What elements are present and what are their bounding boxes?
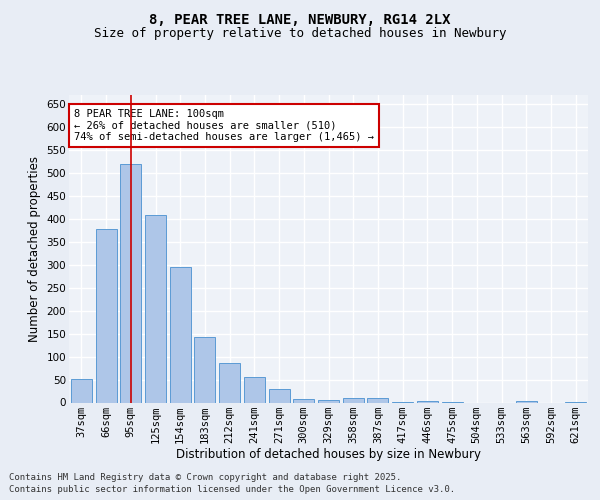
Bar [244, 378, 265, 402]
Bar [367, 398, 388, 402]
Text: 8, PEAR TREE LANE, NEWBURY, RG14 2LX: 8, PEAR TREE LANE, NEWBURY, RG14 2LX [149, 12, 451, 26]
Bar [120, 164, 141, 402]
Bar [71, 378, 92, 402]
X-axis label: Distribution of detached houses by size in Newbury: Distribution of detached houses by size … [176, 448, 481, 462]
Bar [343, 398, 364, 402]
Text: Contains HM Land Registry data © Crown copyright and database right 2025.: Contains HM Land Registry data © Crown c… [9, 472, 401, 482]
Bar [194, 337, 215, 402]
Bar [293, 399, 314, 402]
Bar [269, 388, 290, 402]
Bar [170, 267, 191, 402]
Bar [516, 401, 537, 402]
Bar [145, 215, 166, 402]
Text: 8 PEAR TREE LANE: 100sqm
← 26% of detached houses are smaller (510)
74% of semi-: 8 PEAR TREE LANE: 100sqm ← 26% of detach… [74, 109, 374, 142]
Bar [219, 364, 240, 403]
Y-axis label: Number of detached properties: Number of detached properties [28, 156, 41, 342]
Text: Contains public sector information licensed under the Open Government Licence v3: Contains public sector information licen… [9, 485, 455, 494]
Bar [318, 400, 339, 402]
Bar [95, 229, 116, 402]
Text: Size of property relative to detached houses in Newbury: Size of property relative to detached ho… [94, 28, 506, 40]
Bar [417, 400, 438, 402]
